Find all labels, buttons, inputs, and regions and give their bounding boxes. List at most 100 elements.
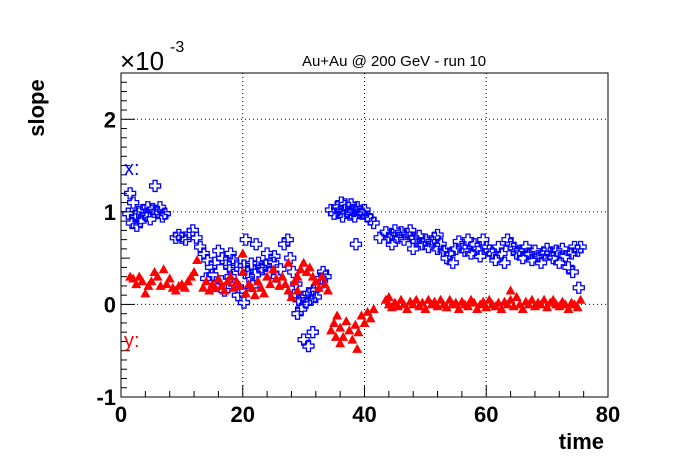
x-tick-label: 40: [352, 402, 376, 427]
data-points: [122, 179, 587, 353]
y-series-point: [359, 317, 370, 327]
x-series-point: [193, 240, 207, 254]
y-tick-label: 0: [104, 292, 116, 317]
y-series-point: [140, 288, 151, 298]
x-series-point: [572, 281, 585, 294]
x-series-point: [458, 244, 472, 257]
y-series-point: [322, 285, 333, 295]
y-series-point: [252, 276, 263, 286]
x-series-point: [394, 226, 408, 239]
y-series-point: [383, 292, 394, 302]
y-series-point: [298, 257, 309, 267]
x-series-point: [254, 261, 268, 274]
y-series-point: [204, 285, 215, 295]
y-series-point: [326, 325, 337, 335]
x-series-point: [565, 247, 578, 260]
legend-x-series-label: x:: [124, 158, 140, 180]
x-series-point: [544, 247, 557, 260]
y-series-point: [365, 313, 376, 323]
y-series-point: [496, 304, 507, 314]
y-series-point: [335, 322, 346, 332]
x-tick-label: 0: [115, 402, 127, 427]
x-series-point: [197, 247, 210, 260]
x-series-point: [489, 253, 502, 267]
legend-y-series-label: y:: [124, 330, 140, 352]
y-series-point: [344, 325, 355, 335]
y-series-point: [246, 282, 257, 292]
y-series-point: [192, 254, 203, 264]
y-series-point: [170, 285, 181, 295]
y-series-point: [347, 334, 358, 344]
x-series-point: [335, 196, 348, 209]
x-series-point: [134, 214, 147, 228]
y-series-point: [268, 264, 279, 274]
x-series-point: [553, 256, 566, 269]
y-series-point: [402, 304, 413, 314]
x-tick-label: 20: [231, 402, 255, 427]
x-series-point: [355, 207, 369, 220]
x-series-point: [291, 307, 304, 320]
y-series-point: [523, 299, 534, 309]
y-series-point: [481, 302, 492, 312]
x-series-point: [215, 251, 229, 265]
x-series-point: [388, 224, 402, 237]
x-series-point: [483, 244, 496, 257]
y-series-point: [502, 299, 513, 309]
plot-frame: [120, 72, 609, 398]
x-series-point: [349, 238, 363, 251]
x-series-point: [391, 231, 405, 244]
x-series-point: [431, 242, 444, 256]
x-series-point: [540, 242, 554, 256]
x-series-point: [158, 207, 171, 220]
y-series-point: [295, 264, 306, 274]
x-series-point: [461, 233, 475, 246]
x-series-point: [252, 256, 265, 269]
x-series-point: [504, 238, 517, 251]
y-series-point: [356, 310, 367, 320]
y-series-point: [353, 327, 364, 337]
x-series-point: [397, 233, 411, 246]
y-axis-label: slope: [24, 79, 49, 136]
x-series-point: [226, 253, 240, 267]
y-series-point: [164, 273, 175, 283]
x-tick-label: 60: [474, 402, 498, 427]
y-series-point: [182, 276, 193, 286]
y-series-point: [259, 288, 270, 298]
x-series-point: [501, 233, 514, 246]
x-series-point: [431, 228, 444, 242]
y-tick-label: 1: [104, 200, 116, 225]
y-series-point: [158, 264, 169, 274]
y-series-point: [462, 301, 473, 311]
y-series-point: [575, 294, 586, 304]
x-series-point: [302, 339, 315, 353]
x-series-point: [281, 233, 294, 246]
x-series-point: [486, 247, 499, 260]
y-series-point: [341, 316, 352, 326]
x-series-point: [344, 198, 358, 211]
x-series-point: [144, 213, 157, 226]
y-series-point: [505, 285, 516, 295]
y-series-point: [280, 279, 291, 289]
y-series-point: [542, 302, 553, 312]
y-tick-label: 2: [104, 107, 116, 132]
x-series-point: [556, 242, 569, 256]
x-series-point: [437, 244, 450, 257]
y-series-point: [572, 302, 583, 312]
y-series-point: [453, 304, 464, 314]
y-series-point: [313, 282, 324, 292]
y-series-point: [222, 276, 233, 286]
x-series-point: [571, 244, 584, 257]
y-series-point: [277, 271, 288, 281]
y-series-point: [225, 271, 236, 281]
y-series-point: [319, 279, 330, 289]
y-series-point: [469, 297, 480, 307]
x-series-point: [299, 296, 313, 309]
x-series-point: [477, 233, 490, 246]
y-series-point: [146, 276, 157, 286]
y-series-point: [411, 294, 422, 304]
y-series-point: [213, 273, 224, 283]
x-series-point: [361, 210, 374, 223]
x-series-point: [534, 256, 548, 269]
